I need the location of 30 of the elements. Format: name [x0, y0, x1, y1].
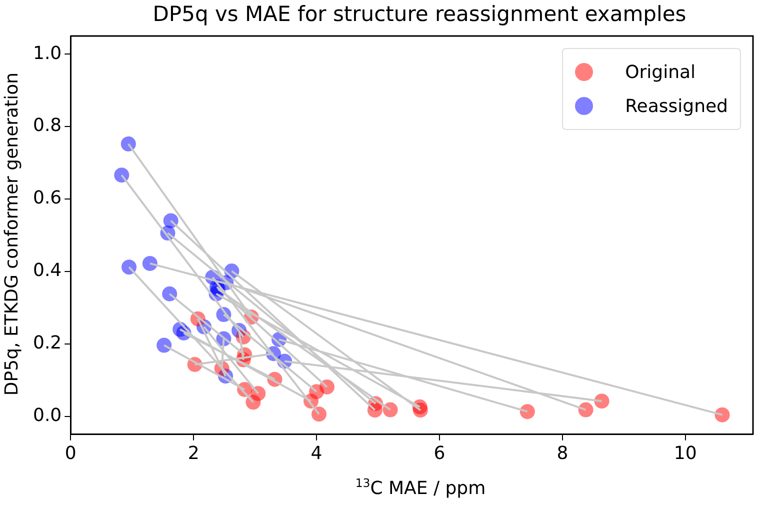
- point: [250, 386, 266, 401]
- chart-title: DP5q vs MAE for structure reassignment examples: [152, 2, 688, 26]
- point: [714, 407, 730, 422]
- x-tick-label: 2: [188, 442, 200, 464]
- point: [578, 402, 594, 418]
- point: [120, 136, 136, 152]
- point: [114, 168, 130, 183]
- x-tick-label: 8: [556, 442, 568, 464]
- x-axis-title: $^{13}$C MAE / ppm: [354, 476, 487, 499]
- y-tick-label: 0.8: [32, 115, 62, 136]
- y-tick-label: 0.6: [32, 188, 62, 209]
- point: [142, 256, 158, 271]
- y-tick-label: 0.2: [32, 332, 62, 354]
- x-tick-label: 10: [674, 442, 697, 464]
- x-tick-label: 4: [310, 442, 322, 464]
- point: [311, 406, 326, 422]
- point: [122, 260, 137, 275]
- y-axis-title: DP5q, ETKDG conformer generation: [2, 72, 22, 396]
- y-tick-label: 0.0: [32, 404, 62, 426]
- legend-label: Reassigned: [625, 96, 728, 116]
- point: [162, 286, 178, 302]
- point: [156, 338, 172, 353]
- point: [382, 402, 398, 418]
- y-tick-label: 0.4: [32, 260, 62, 282]
- y-tick-label: 1.0: [32, 42, 62, 64]
- point: [520, 404, 535, 420]
- x-tick-label: 0: [64, 442, 76, 464]
- x-tick-label: 6: [434, 442, 446, 464]
- point: [594, 394, 610, 409]
- legend-label: Original: [625, 62, 696, 82]
